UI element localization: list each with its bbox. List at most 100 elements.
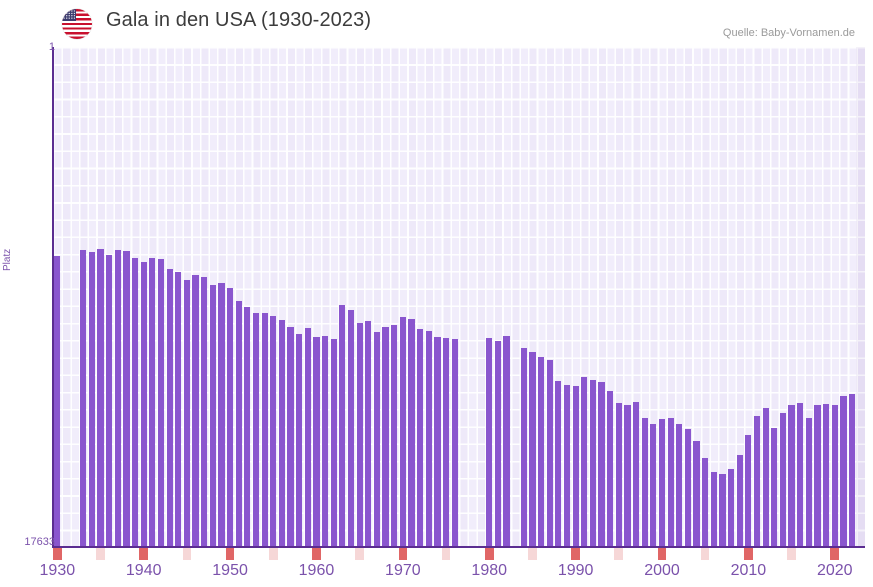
bar <box>494 341 501 547</box>
bar <box>183 279 190 547</box>
bar <box>175 271 182 547</box>
bar <box>788 404 795 547</box>
chart-header: Gala in den USA (1930-2023) Quelle: Baby… <box>0 0 873 46</box>
bar <box>157 259 165 547</box>
bar <box>762 408 769 547</box>
x-axis-tick <box>484 548 494 560</box>
bar <box>399 316 406 547</box>
bar <box>88 251 95 547</box>
bar <box>779 412 787 547</box>
bar <box>330 339 337 547</box>
bar <box>615 402 622 547</box>
x-axis-line <box>52 546 865 548</box>
x-axis-label: 2000 <box>644 562 680 579</box>
x-axis-tick <box>96 548 105 560</box>
bar <box>252 312 260 547</box>
x-axis-label: 1990 <box>557 562 594 579</box>
bar <box>321 335 329 547</box>
us-flag-icon <box>62 9 92 39</box>
bar <box>650 424 657 547</box>
bar <box>270 315 277 547</box>
bar <box>417 329 424 547</box>
bar <box>261 312 268 547</box>
bar <box>140 261 147 547</box>
bar <box>80 249 87 547</box>
bar <box>753 415 761 547</box>
x-axis-label: 1970 <box>385 562 421 579</box>
bar <box>727 469 735 547</box>
x-axis-label: 1960 <box>298 562 335 579</box>
source-attribution: Quelle: Baby-Vornamen.de <box>722 27 855 39</box>
x-axis-tick <box>787 548 796 560</box>
x-axis-ticks <box>53 548 865 560</box>
bar <box>771 427 778 547</box>
bar <box>805 418 812 547</box>
bar <box>848 394 856 547</box>
x-axis-tick <box>398 548 408 560</box>
x-axis-label: 2010 <box>730 562 767 579</box>
y-axis-title: Platz <box>2 248 13 271</box>
bar <box>503 335 510 547</box>
bar <box>226 288 234 547</box>
bar <box>658 419 666 547</box>
bar <box>304 327 311 547</box>
bar <box>607 390 614 547</box>
bar <box>192 275 199 547</box>
bar <box>123 251 130 547</box>
bar <box>278 320 286 547</box>
no-data-shade-band <box>856 47 865 547</box>
bar-series <box>53 47 865 547</box>
bar <box>451 338 458 547</box>
y-axis-bottom-label: 17633 <box>24 536 55 548</box>
bar <box>373 331 381 547</box>
x-axis-tick <box>225 548 235 560</box>
bar <box>546 360 553 547</box>
bar <box>347 309 355 547</box>
bar <box>244 307 251 547</box>
bar <box>632 402 640 547</box>
bar <box>54 256 61 547</box>
x-axis-tick <box>268 548 278 560</box>
bar <box>520 347 527 547</box>
y-axis-line <box>52 47 54 548</box>
x-axis-label: 2020 <box>816 562 853 579</box>
x-axis-tick <box>312 548 321 560</box>
bar <box>831 404 838 547</box>
bar <box>339 305 346 547</box>
x-axis-tick <box>528 548 537 560</box>
x-axis-tick <box>182 548 192 560</box>
bar <box>209 284 216 547</box>
bar <box>581 377 588 547</box>
bar <box>840 396 847 547</box>
bar <box>218 283 225 547</box>
bar <box>641 417 648 547</box>
bar <box>814 404 821 547</box>
bar <box>736 455 743 547</box>
x-axis-tick <box>657 548 667 560</box>
x-axis-label: 1980 <box>471 562 508 579</box>
bar <box>166 269 173 547</box>
x-axis-label: 1940 <box>125 562 162 579</box>
bar <box>131 257 139 547</box>
x-axis-tick <box>355 548 364 560</box>
x-axis-tick <box>830 548 840 560</box>
bar <box>797 403 804 547</box>
bar <box>529 351 536 547</box>
bar <box>823 404 830 547</box>
x-axis-tick <box>441 548 451 560</box>
bar <box>201 276 208 547</box>
bar <box>106 255 113 547</box>
flag-canton <box>62 9 76 21</box>
bar <box>667 417 674 547</box>
bar <box>555 381 562 547</box>
x-axis-tick <box>53 548 62 560</box>
y-axis-top-label: 1 <box>48 41 55 53</box>
bar <box>434 336 441 547</box>
x-axis-tick <box>139 548 148 560</box>
bar <box>486 337 493 547</box>
plot-area <box>53 47 865 547</box>
bar <box>702 457 709 547</box>
bar <box>693 441 700 547</box>
page-title: Gala in den USA (1930-2023) <box>106 9 372 31</box>
bar <box>537 356 545 547</box>
